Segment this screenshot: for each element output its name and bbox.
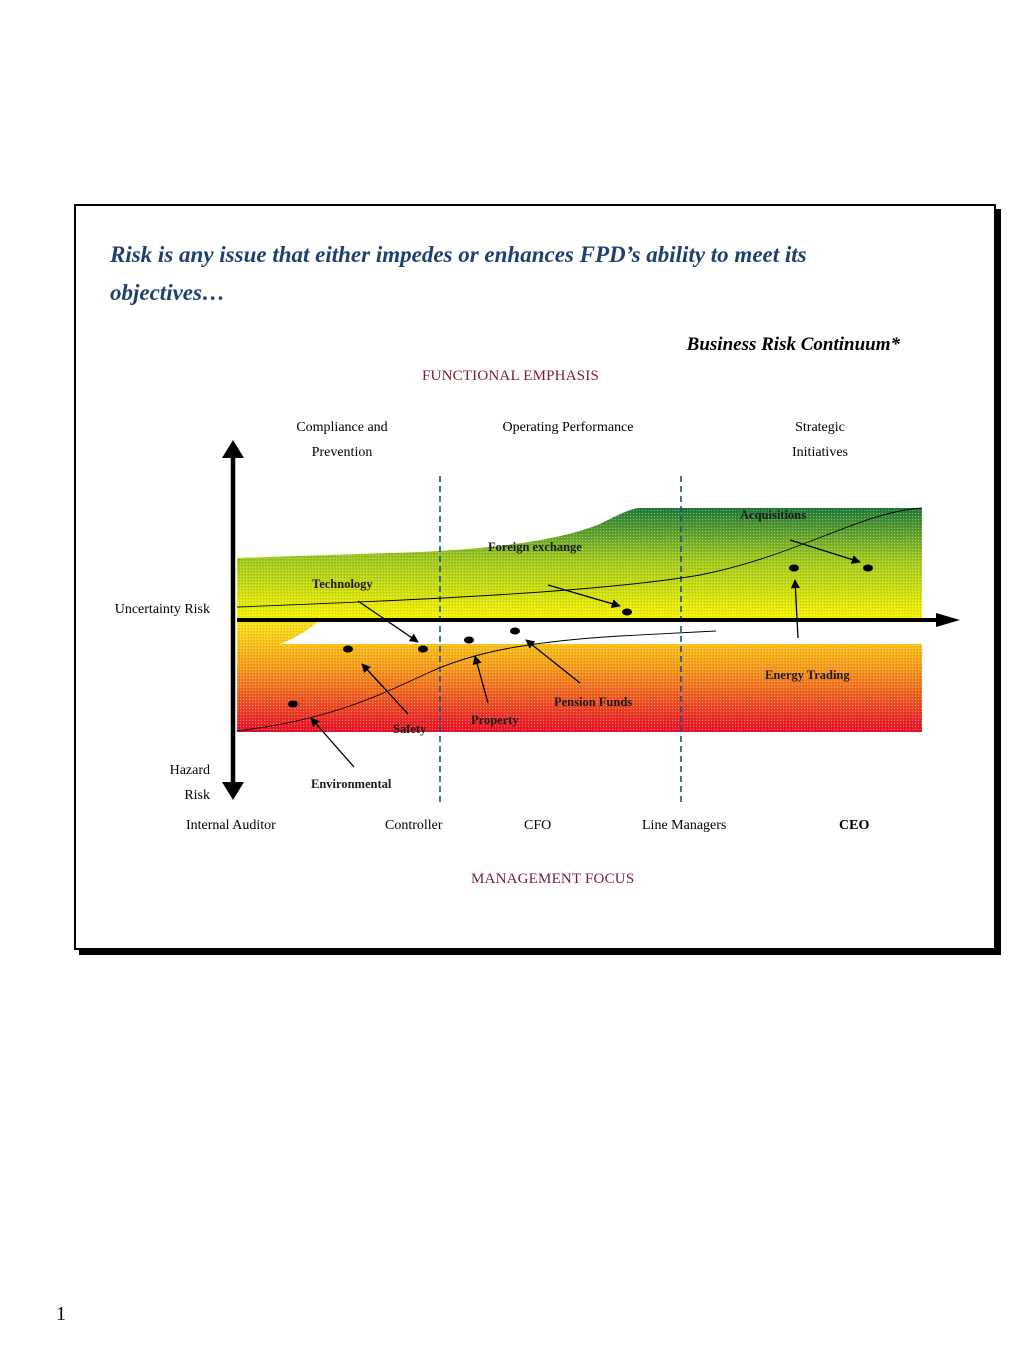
- arrow-safety: [361, 663, 409, 715]
- hazard-risk-label: Hazard Risk: [169, 763, 210, 803]
- arrow-technology: [357, 600, 419, 643]
- label-foreign-exchange: Foreign exchange: [488, 540, 582, 554]
- functional-emphasis-heading: FUNCTIONAL EMPHASIS: [422, 368, 600, 384]
- arrow-energy-trading: [790, 579, 800, 639]
- label-property: Property: [471, 713, 519, 727]
- column-compliance: Compliance and Prevention: [296, 420, 388, 460]
- column-operating: Operating Performance: [502, 420, 634, 435]
- arrow-acquisitions: [789, 539, 861, 564]
- arrow-foreign-exchange: [547, 584, 621, 609]
- arrow-property: [472, 655, 489, 704]
- role-controller: Controller: [385, 818, 443, 833]
- label-pension-funds: Pension Funds: [554, 695, 632, 709]
- diagram-title: Business Risk Continuum*: [686, 334, 900, 355]
- label-energy-trading: Energy Trading: [765, 668, 850, 682]
- risk-dot-technology: [418, 645, 428, 653]
- label-technology: Technology: [312, 577, 373, 591]
- risk-dot-environmental: [288, 700, 298, 708]
- risk-dot-property: [464, 636, 474, 644]
- arrow-pension-funds: [525, 639, 581, 684]
- uncertainty-trend-curve: [236, 507, 923, 608]
- slide-headline: Risk is any issue that either impedes or…: [110, 242, 807, 305]
- uncertainty-risk-label: Uncertainty Risk: [114, 602, 210, 617]
- risk-dot-foreign-exchange: [622, 608, 632, 616]
- risk-dot-pension-funds: [510, 627, 520, 635]
- column-strategic: Strategic Initiatives: [792, 420, 848, 460]
- label-acquisitions: Acquisitions: [740, 508, 806, 522]
- management-focus-heading: MANAGEMENT FOCUS: [471, 871, 635, 887]
- risk-dot-acquisitions-b: [863, 564, 873, 572]
- role-cfo: CFO: [524, 818, 552, 833]
- vertical-axis-top-arrowhead: [222, 440, 244, 458]
- risk-dot-acquisitions-a: [789, 564, 799, 572]
- vertical-axis-bottom-arrowhead: [222, 782, 244, 800]
- role-internal-auditor: Internal Auditor: [186, 818, 276, 833]
- label-safety: Safety: [393, 722, 427, 736]
- arrow-environmental: [310, 717, 355, 768]
- role-line-managers: Line Managers: [642, 818, 727, 833]
- label-environmental: Environmental: [311, 777, 392, 791]
- page-number: 1: [56, 1303, 66, 1325]
- role-ceo: CEO: [839, 818, 870, 833]
- risk-dot-safety: [343, 645, 353, 653]
- horizontal-axis-arrowhead: [936, 613, 960, 627]
